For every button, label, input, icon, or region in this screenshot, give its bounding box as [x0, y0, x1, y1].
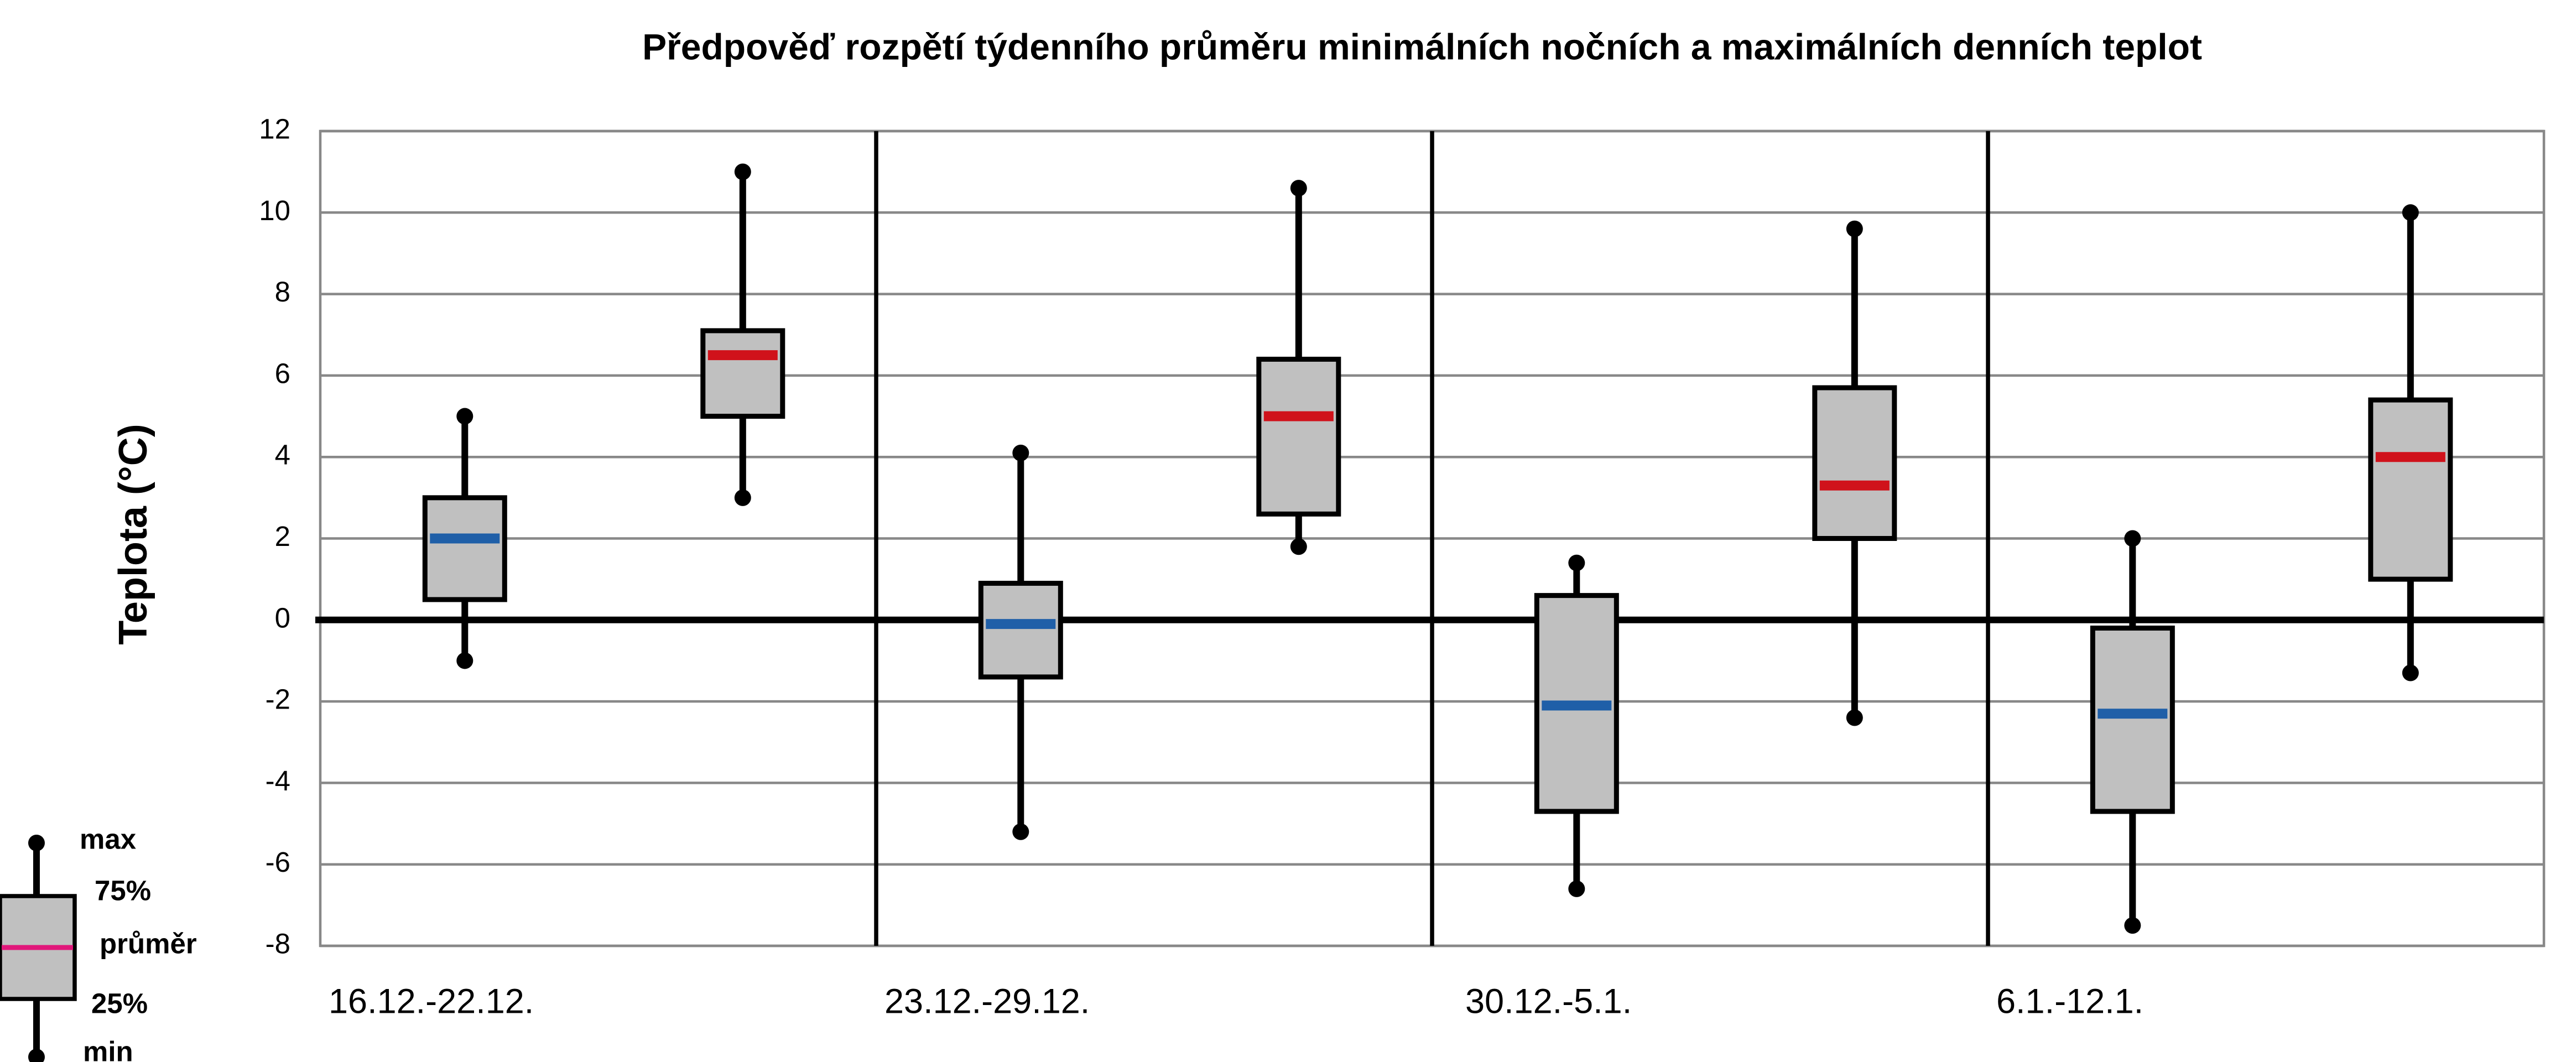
legend-dot — [28, 1049, 45, 1062]
whisker-max — [456, 408, 473, 425]
whisker-min — [456, 652, 473, 669]
whisker-min — [1846, 709, 1863, 726]
whisker-max — [734, 163, 751, 180]
box — [1256, 356, 1341, 517]
x-tick-label: 30.12.-5.1. — [1465, 982, 1632, 1021]
box — [978, 581, 1063, 680]
whisker-min — [734, 489, 751, 506]
box — [2368, 397, 2453, 582]
whisker-max — [1012, 444, 1029, 461]
y-tick-label: -8 — [266, 928, 290, 959]
x-tick-label: 23.12.-29.12. — [884, 982, 1090, 1021]
whisker-max — [2124, 530, 2141, 547]
chart-title: Předpověď rozpětí týdenního průměru mini… — [642, 26, 2202, 67]
y-tick-label: 8 — [275, 276, 290, 308]
legend-dot — [28, 835, 45, 851]
legend-label: 75% — [95, 874, 151, 906]
whisker-max — [1846, 220, 1863, 237]
y-tick-label: 4 — [275, 439, 290, 471]
legend-label: 25% — [91, 987, 148, 1019]
y-tick-label: -4 — [266, 765, 290, 796]
legend-label: průměr — [100, 928, 197, 959]
y-tick-label: 0 — [275, 602, 290, 633]
box — [2090, 626, 2175, 814]
whisker-min — [2124, 917, 2141, 934]
y-tick-label: -6 — [266, 846, 290, 878]
y-tick-label: 6 — [275, 357, 290, 389]
whisker-min — [1568, 880, 1585, 897]
x-tick-label: 6.1.-12.1. — [1996, 982, 2143, 1021]
whisker-min — [2402, 664, 2419, 681]
box — [422, 495, 507, 602]
box — [700, 328, 785, 419]
whisker-min — [1290, 538, 1307, 555]
y-tick-label: 2 — [275, 520, 290, 552]
legend-label: min — [83, 1035, 133, 1062]
x-tick-label: 16.12.-22.12. — [329, 982, 534, 1021]
whisker-max — [1290, 180, 1307, 197]
box — [1812, 385, 1897, 541]
whisker-min — [1012, 823, 1029, 840]
y-axis-label: Teplota (°C) — [111, 424, 155, 644]
y-tick-label: 10 — [259, 195, 290, 226]
whisker-max — [2402, 204, 2419, 221]
whisker-max — [1568, 554, 1585, 571]
y-tick-label: -2 — [266, 684, 290, 715]
legend-label: max — [80, 823, 136, 855]
y-tick-label: 12 — [259, 113, 290, 144]
